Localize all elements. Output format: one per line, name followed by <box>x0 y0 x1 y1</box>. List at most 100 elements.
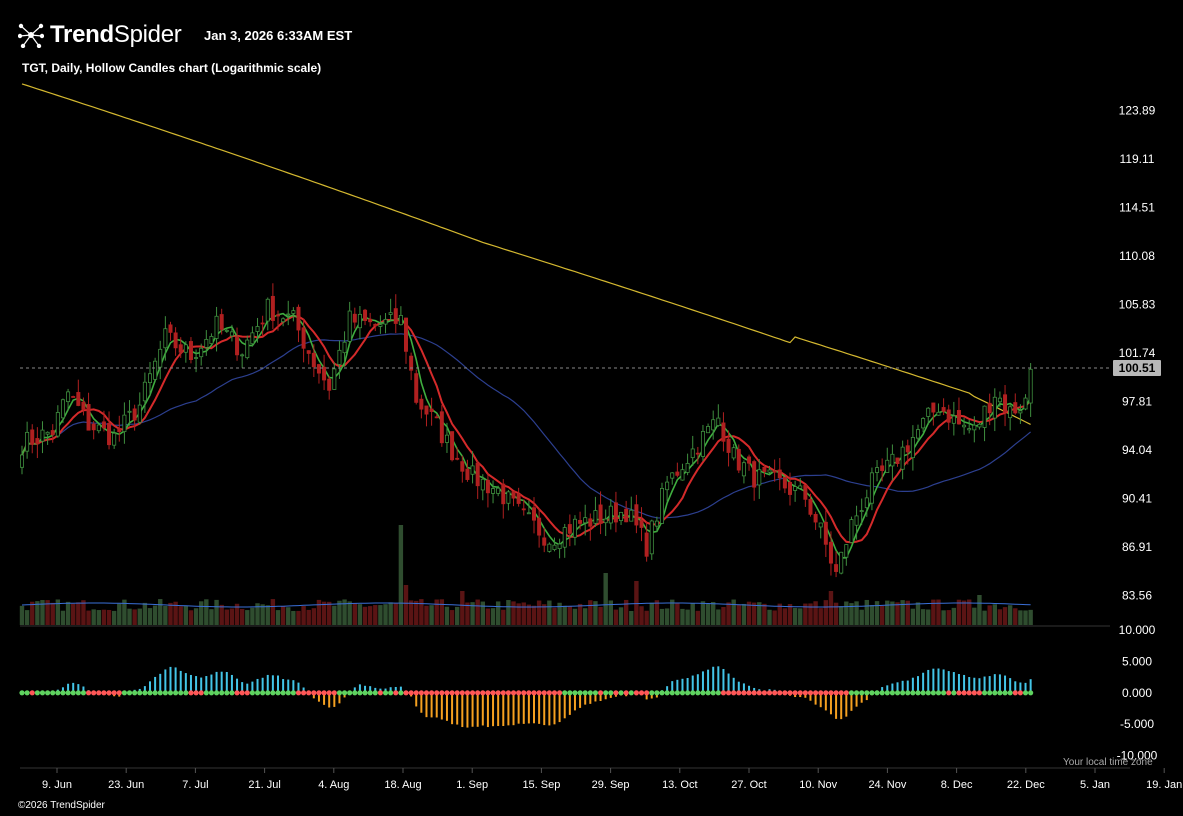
volume-bar <box>895 602 900 625</box>
last-price-label-bg <box>1113 359 1161 376</box>
oscillator-signal-dot <box>203 690 209 696</box>
candle <box>900 440 905 480</box>
candle <box>291 307 296 322</box>
volume-bar <box>490 608 496 625</box>
candle-body <box>977 423 982 428</box>
oscillator-signal-dot <box>864 690 870 696</box>
candle-body <box>153 360 158 380</box>
candle <box>60 398 65 424</box>
candle-body <box>921 418 926 429</box>
volume-bar <box>542 604 547 625</box>
volume-bar <box>147 608 153 625</box>
candle <box>373 323 378 332</box>
oscillator-signal-dot <box>572 690 578 696</box>
oscillator-signal-dot <box>439 690 445 696</box>
volume-bar <box>408 600 414 625</box>
volume-bar <box>798 608 803 625</box>
candle <box>526 500 531 515</box>
volume-bar <box>383 604 388 625</box>
volume-bar <box>444 606 450 625</box>
candle <box>224 328 229 333</box>
candle-body <box>757 469 762 486</box>
volume-bar <box>485 608 491 625</box>
candle <box>593 496 598 527</box>
candle <box>869 467 874 511</box>
chart-subtitle: TGT, Daily, Hollow Candles chart (Logari… <box>22 61 322 75</box>
volume-bar <box>808 603 813 625</box>
volume-bar <box>644 610 649 625</box>
candle-body <box>972 424 977 431</box>
oscillator-signal-dot <box>178 690 184 696</box>
volume-bar <box>224 609 229 625</box>
candle-body <box>813 513 818 523</box>
candle <box>567 514 572 547</box>
volume-bar <box>705 603 711 625</box>
candle <box>613 491 618 533</box>
oscillator-signal-dot <box>480 690 486 696</box>
candle <box>562 523 567 558</box>
oscillator-y-tick-label: 5.000 <box>1122 654 1152 668</box>
oscillator-signal-dot <box>946 690 952 696</box>
candle-body <box>782 476 787 489</box>
oscillator-signal-dot <box>976 690 983 696</box>
candle <box>480 474 485 501</box>
volume-bar <box>168 602 173 625</box>
candle-body <box>562 527 567 548</box>
oscillator-signal-dot <box>690 690 696 696</box>
candle <box>240 353 245 368</box>
candle <box>368 312 373 327</box>
candle-body <box>137 404 142 423</box>
volume-bar <box>521 602 526 625</box>
candle <box>619 511 624 525</box>
candle-body <box>808 499 813 515</box>
candle-body <box>834 564 839 572</box>
volume-bar <box>629 610 634 625</box>
oscillator-signal-dot <box>659 690 665 696</box>
candle-body <box>905 445 910 453</box>
volume-bar <box>680 608 685 625</box>
candle <box>649 519 654 560</box>
candle-body <box>424 405 429 415</box>
oscillator-signal-dot <box>679 690 686 696</box>
candle <box>327 375 332 400</box>
volume-bar <box>327 601 332 625</box>
candle-body <box>910 436 915 459</box>
volume-bar <box>777 603 782 625</box>
oscillator-signal-dot <box>935 690 942 696</box>
candle <box>1008 404 1013 431</box>
oscillator-signal-dot <box>644 690 650 696</box>
volume-bar <box>562 605 567 625</box>
candle <box>311 344 316 378</box>
timestamp: Jan 3, 2026 6:33AM EST <box>204 28 353 43</box>
oscillator-signal-dot <box>80 690 87 696</box>
oscillator-signal-dot <box>193 690 199 696</box>
x-tick-label: 15. Sep <box>522 779 560 791</box>
oscillator-signal-dot <box>382 690 389 696</box>
candle-body <box>537 517 542 536</box>
oscillator-signal-dot <box>925 690 931 696</box>
candle <box>767 465 772 475</box>
oscillator-panel: 10.000 5.000 0.000 -5.000 -10.000 <box>19 623 1158 763</box>
volume-bar <box>316 599 322 625</box>
candle <box>665 475 670 502</box>
candle <box>506 489 511 511</box>
candle-body <box>987 402 992 414</box>
oscillator-signal-dot <box>249 690 255 696</box>
oscillator-y-tick-label: -5.000 <box>1120 717 1154 731</box>
volume-bar <box>362 606 368 625</box>
oscillator-signal-dot <box>372 690 378 696</box>
candle <box>890 444 895 481</box>
candle <box>772 459 777 482</box>
candle-body <box>19 454 24 468</box>
candle <box>941 398 946 416</box>
candle <box>296 304 301 343</box>
oscillator-signal-dot <box>546 690 552 696</box>
volume-bar <box>746 601 752 625</box>
candle <box>455 447 460 461</box>
volume-bar <box>209 609 214 625</box>
volume-bar <box>506 600 511 625</box>
volume-bar <box>792 607 798 625</box>
x-tick-label: 1. Sep <box>456 779 488 791</box>
x-tick-label: 18. Aug <box>384 779 421 791</box>
